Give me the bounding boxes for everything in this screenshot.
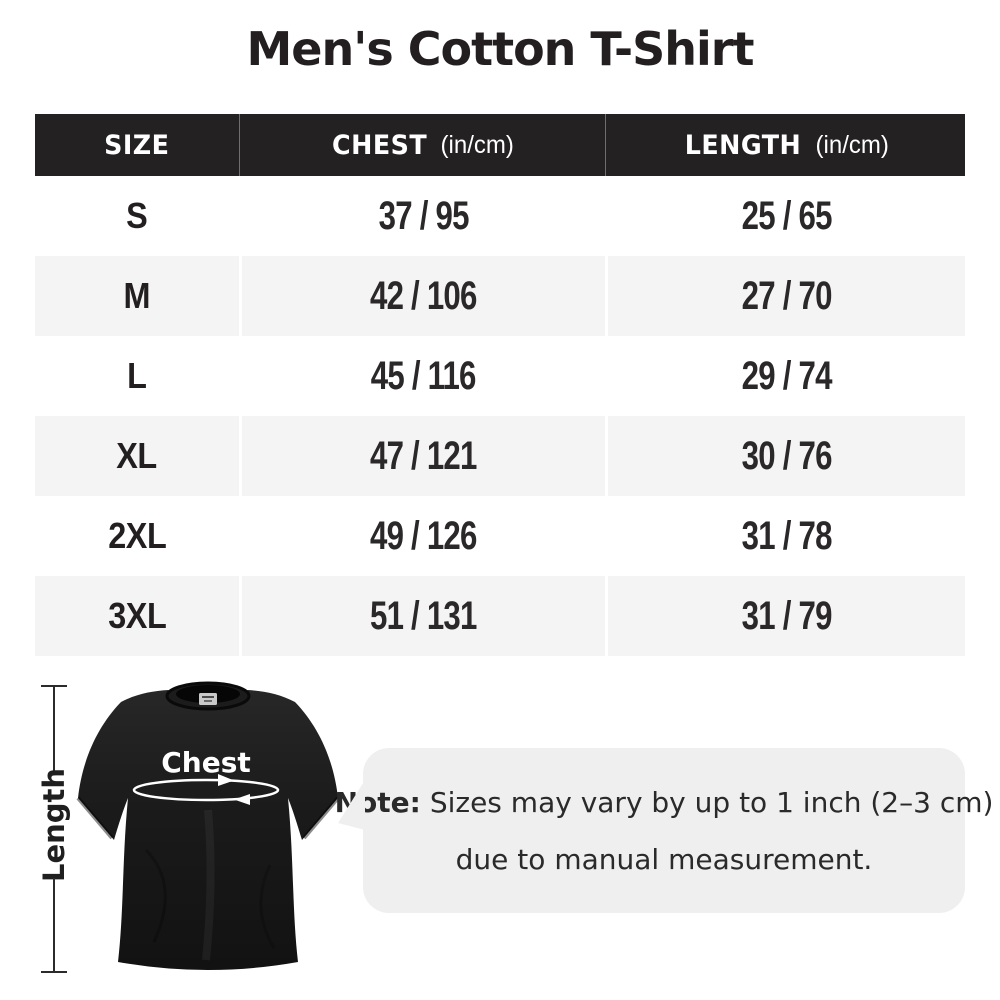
length-line-bottom-cap — [41, 971, 67, 973]
wrinkle — [259, 864, 276, 949]
right-sleeve-cuff — [302, 796, 340, 840]
length-cell: 25 / 65 — [605, 176, 965, 256]
chest-cell: 47 / 121 — [238, 416, 605, 496]
length-line-bottom-segment — [53, 878, 55, 973]
wrinkle — [144, 848, 167, 943]
table-row: M 42 / 106 27 / 70 — [35, 256, 965, 336]
highlight — [202, 809, 215, 961]
chest-value: 49 / 126 — [370, 513, 477, 558]
collar-label-text-mark — [202, 696, 214, 698]
header-cell-size: SIZE — [35, 114, 239, 176]
chest-cell: 49 / 126 — [238, 496, 605, 576]
table-row: L 45 / 116 29 / 74 — [35, 336, 965, 416]
chest-cell: 51 / 131 — [238, 576, 605, 656]
size-cell: L — [35, 336, 239, 416]
table-row: 3XL 51 / 131 31 / 79 — [35, 576, 965, 656]
tshirt-illustration: Chest — [76, 681, 340, 970]
length-cell: 27 / 70 — [605, 256, 965, 336]
header-chest-label: CHEST — [332, 129, 428, 161]
size-cell: M — [35, 256, 239, 336]
chest-value: 37 / 95 — [378, 193, 469, 238]
size-table: SIZE CHEST (in/cm) LENGTH (in/cm) S 37 /… — [35, 114, 965, 656]
chest-label: Chest — [161, 746, 251, 779]
table-row: 2XL 49 / 126 31 / 78 — [35, 496, 965, 576]
page-title: Men's Cotton T-Shirt — [246, 22, 755, 76]
size-value: L — [127, 355, 147, 396]
chest-cell: 42 / 106 — [238, 256, 605, 336]
header-cell-length: LENGTH (in/cm) — [605, 114, 965, 176]
header-size-label: SIZE — [104, 129, 170, 161]
chest-value: 51 / 131 — [370, 593, 477, 638]
chest-cell: 45 / 116 — [238, 336, 605, 416]
length-cell: 30 / 76 — [605, 416, 965, 496]
note-bubble: Note: Sizes may vary by up to 1 inch (2–3… — [335, 748, 993, 913]
size-value: S — [126, 195, 148, 236]
table-header-row: SIZE CHEST (in/cm) LENGTH (in/cm) — [35, 114, 965, 176]
chest-value: 47 / 121 — [370, 433, 477, 478]
length-cell: 31 / 79 — [605, 576, 965, 656]
size-cell: 2XL — [35, 496, 239, 576]
header-length-unit: (in/cm) — [815, 130, 889, 159]
chest-arrow-ellipse — [132, 778, 280, 802]
collar-label-text-mark — [204, 700, 212, 702]
left-sleeve-cuff — [76, 796, 114, 840]
size-value: M — [123, 275, 151, 316]
header-cell-chest: CHEST (in/cm) — [238, 114, 605, 176]
length-value: 29 / 74 — [741, 353, 833, 398]
size-value: 2XL — [107, 515, 167, 556]
header-chest-unit: (in/cm) — [440, 130, 515, 159]
length-cell: 31 / 78 — [605, 496, 965, 576]
table-row: S 37 / 95 25 / 65 — [35, 176, 965, 256]
table-row: XL 47 / 121 30 / 76 — [35, 416, 965, 496]
chest-arrowhead-left — [234, 794, 250, 805]
header-length-label: LENGTH — [684, 129, 802, 161]
tshirt-body — [78, 690, 338, 970]
length-value: 31 / 79 — [741, 593, 833, 638]
length-label: Length — [37, 767, 71, 883]
note-line-1: Note: Sizes may vary by up to 1 inch (2–3… — [335, 786, 994, 819]
size-cell: 3XL — [35, 576, 239, 656]
note-text-1: Sizes may vary by up to 1 inch (2–3 cm) — [429, 785, 994, 819]
collar-brand-label — [199, 693, 217, 705]
size-value: 3XL — [107, 595, 167, 636]
length-cell: 29 / 74 — [605, 336, 965, 416]
chest-cell: 37 / 95 — [238, 176, 605, 256]
length-value: 25 / 65 — [741, 193, 833, 238]
chest-value: 45 / 116 — [370, 353, 477, 398]
length-value: 31 / 78 — [741, 513, 833, 558]
chest-arrowhead-right — [218, 774, 234, 786]
chest-value: 42 / 106 — [370, 273, 477, 318]
size-cell: S — [35, 176, 239, 256]
length-value: 27 / 70 — [741, 273, 833, 318]
size-value: XL — [116, 435, 158, 476]
length-value: 30 / 76 — [741, 433, 833, 478]
measurement-diagram: Length — [0, 656, 1000, 1000]
size-cell: XL — [35, 416, 239, 496]
note-line-2: due to manual measurement. — [455, 842, 873, 876]
length-line-top-segment — [53, 685, 55, 772]
